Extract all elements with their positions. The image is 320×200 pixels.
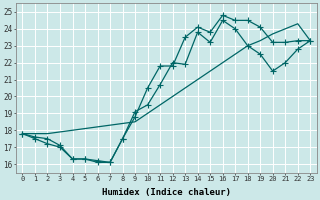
X-axis label: Humidex (Indice chaleur): Humidex (Indice chaleur) xyxy=(102,188,231,197)
